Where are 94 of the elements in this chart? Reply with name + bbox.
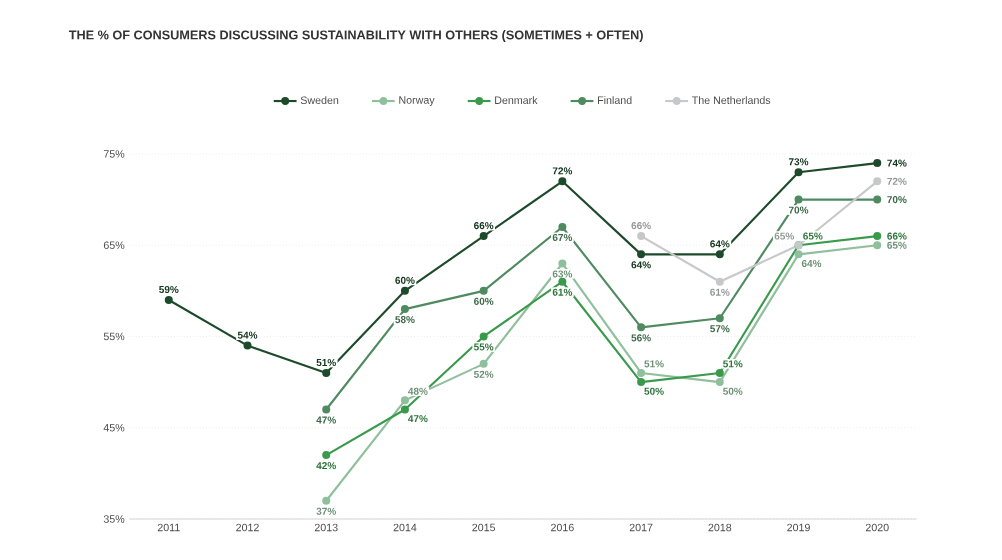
- data-label: 64%: [710, 240, 730, 248]
- legend-label: Sweden: [300, 95, 339, 104]
- x-tick-label: 2016: [551, 523, 574, 532]
- data-label: 66%: [474, 221, 494, 229]
- data-label: 64%: [631, 261, 651, 269]
- data-label: 61%: [710, 288, 730, 296]
- point: [873, 195, 882, 204]
- data-label: 57%: [710, 324, 730, 333]
- point: [715, 368, 724, 377]
- point: [479, 286, 488, 295]
- y-tick-label: 65%: [103, 241, 125, 249]
- point: [794, 195, 803, 204]
- point: [715, 314, 724, 323]
- point: [322, 496, 331, 505]
- y-tick-label: 45%: [103, 423, 125, 432]
- x-tick-label: 2019: [787, 523, 810, 532]
- legend-label: The Netherlands: [691, 95, 771, 104]
- data-label: 50%: [644, 387, 664, 395]
- point: [558, 259, 567, 268]
- point: [558, 222, 567, 231]
- x-tick-label: 2011: [157, 523, 180, 532]
- point: [400, 405, 409, 414]
- data-label: 48%: [408, 387, 428, 395]
- x-tick-label: 2012: [236, 523, 259, 532]
- data-label: 51%: [316, 358, 336, 366]
- point: [715, 250, 724, 259]
- data-label: 60%: [474, 297, 494, 305]
- data-label: 47%: [408, 414, 428, 422]
- data-label: 51%: [644, 360, 664, 368]
- data-label: 64%: [801, 259, 822, 267]
- x-tick-label: 2014: [393, 523, 417, 532]
- point: [400, 304, 409, 313]
- legend-label: Denmark: [495, 95, 538, 104]
- point: [479, 231, 488, 240]
- x-tick-label: 2013: [314, 523, 338, 532]
- point: [637, 250, 646, 259]
- data-label: 66%: [887, 232, 907, 240]
- point: [637, 231, 646, 240]
- data-label: 56%: [631, 334, 651, 342]
- point: [164, 295, 173, 304]
- data-label: 59%: [159, 285, 179, 293]
- data-label: 74%: [887, 159, 907, 167]
- point: [243, 341, 252, 350]
- chart-title: THE % OF CONSUMERS DISCUSSING SUSTAINABILITY WITH OTHERS (SOMETIMES + OFTEN): [68, 29, 643, 42]
- data-label: 60%: [395, 276, 415, 284]
- point: [400, 396, 409, 405]
- data-label: 72%: [552, 167, 573, 175]
- data-label: 55%: [473, 343, 494, 351]
- point: [794, 168, 803, 177]
- x-tick-label: 2017: [629, 523, 653, 532]
- point: [637, 377, 646, 386]
- legend-label: Norway: [399, 96, 435, 106]
- data-label: 66%: [631, 221, 651, 229]
- point: [715, 277, 724, 286]
- data-label: 73%: [788, 158, 809, 166]
- data-label: 51%: [723, 360, 743, 368]
- data-label: 70%: [788, 206, 809, 214]
- data-label: 70%: [887, 195, 907, 203]
- x-tick-label: 2018: [708, 523, 732, 532]
- data-label: 50%: [723, 387, 743, 395]
- data-label: 67%: [552, 233, 573, 241]
- point: [715, 377, 724, 386]
- point: [479, 332, 488, 341]
- data-label: 63%: [552, 270, 573, 278]
- data-label: 61%: [552, 288, 573, 296]
- point: [873, 231, 882, 240]
- legend-label: Finland: [598, 95, 632, 104]
- data-label: 42%: [316, 461, 336, 469]
- data-label: 37%: [316, 507, 336, 515]
- y-tick-label: 35%: [103, 515, 125, 523]
- data-label: 58%: [395, 315, 415, 323]
- x-tick-label: 2020: [865, 523, 889, 532]
- point: [322, 405, 331, 414]
- point: [637, 368, 646, 377]
- data-label: 72%: [887, 177, 907, 185]
- point: [794, 250, 803, 259]
- point: [322, 450, 331, 459]
- data-label: 65%: [887, 241, 907, 249]
- data-label: 47%: [316, 416, 336, 424]
- point: [479, 359, 488, 368]
- y-tick-label: 75%: [103, 150, 125, 158]
- data-label: 54%: [237, 331, 258, 339]
- point: [322, 368, 331, 377]
- x-tick-label: 2015: [472, 523, 496, 532]
- point: [873, 177, 882, 186]
- point: [558, 177, 567, 186]
- data-label: 65%: [774, 232, 794, 240]
- point: [873, 241, 882, 250]
- point: [400, 286, 409, 295]
- point: [873, 158, 882, 167]
- y-tick-label: 55%: [103, 332, 125, 341]
- point: [637, 323, 646, 332]
- data-label: 65%: [803, 232, 823, 240]
- data-label: 52%: [473, 370, 494, 378]
